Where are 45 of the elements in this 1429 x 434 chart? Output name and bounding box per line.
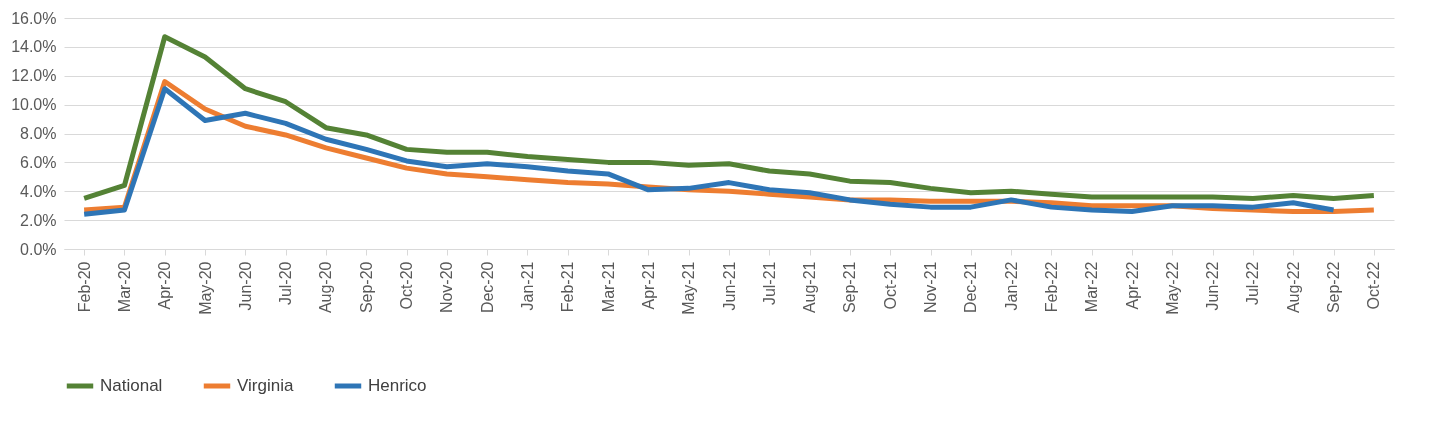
x-tick-label: Oct-20 [398, 261, 416, 310]
y-tick-label: 12.0% [11, 67, 57, 85]
x-tick-label: Mar-20 [115, 261, 133, 313]
x-tick-label: Feb-20 [75, 261, 93, 313]
y-tick-label: 8.0% [20, 125, 57, 142]
x-tick-label: Feb-21 [559, 261, 577, 313]
legend-label: Henrico [368, 376, 427, 395]
x-tick-label: Nov-20 [438, 261, 456, 314]
x-tick-label: Oct-22 [1365, 261, 1383, 310]
x-tick-label: Aug-21 [801, 261, 819, 314]
x-tick-label: Mar-21 [599, 261, 617, 313]
x-tick-label: Jun-20 [236, 261, 254, 311]
y-tick-label: 0.0% [20, 240, 57, 258]
x-tick-label: Apr-20 [156, 261, 174, 310]
x-tick-label: Jan-22 [1002, 261, 1020, 311]
x-tick-label: Jul-22 [1244, 261, 1262, 306]
y-tick-label: 4.0% [20, 182, 57, 200]
x-tick-label: Nov-21 [922, 261, 940, 314]
y-tick-label: 14.0% [11, 38, 57, 56]
x-tick-label: Sep-21 [841, 261, 859, 314]
x-tick-label: Dec-21 [962, 261, 980, 314]
x-tick-label: Jun-21 [720, 261, 738, 311]
x-tick-label: Jan-21 [518, 261, 536, 311]
y-tick-label: 10.0% [11, 96, 57, 114]
y-tick-label: 2.0% [20, 211, 57, 229]
y-tick-label: 16.0% [11, 9, 57, 27]
y-tick-label: 6.0% [20, 153, 57, 171]
x-tick-label: Aug-22 [1284, 261, 1302, 314]
x-tick-label: Jun-22 [1204, 261, 1222, 311]
x-tick-label: Oct-21 [881, 261, 899, 310]
x-tick-label: Jul-20 [277, 261, 295, 306]
x-tick-label: Apr-22 [1123, 261, 1141, 310]
x-tick-label: Apr-21 [639, 261, 657, 310]
x-tick-label: May-21 [680, 261, 698, 315]
x-tick-label: Sep-20 [357, 261, 375, 314]
x-tick-label: Dec-20 [478, 261, 496, 314]
x-tick-label: Sep-22 [1325, 261, 1343, 314]
legend-label: National [100, 376, 163, 395]
x-tick-label: Jul-21 [760, 261, 778, 306]
x-tick-label: Mar-22 [1083, 261, 1101, 313]
x-tick-label: Feb-22 [1042, 261, 1060, 313]
x-tick-label: May-20 [196, 261, 214, 315]
x-tick-label: May-22 [1163, 261, 1181, 315]
legend-label: Virginia [237, 376, 294, 395]
x-tick-label: Aug-20 [317, 261, 335, 314]
